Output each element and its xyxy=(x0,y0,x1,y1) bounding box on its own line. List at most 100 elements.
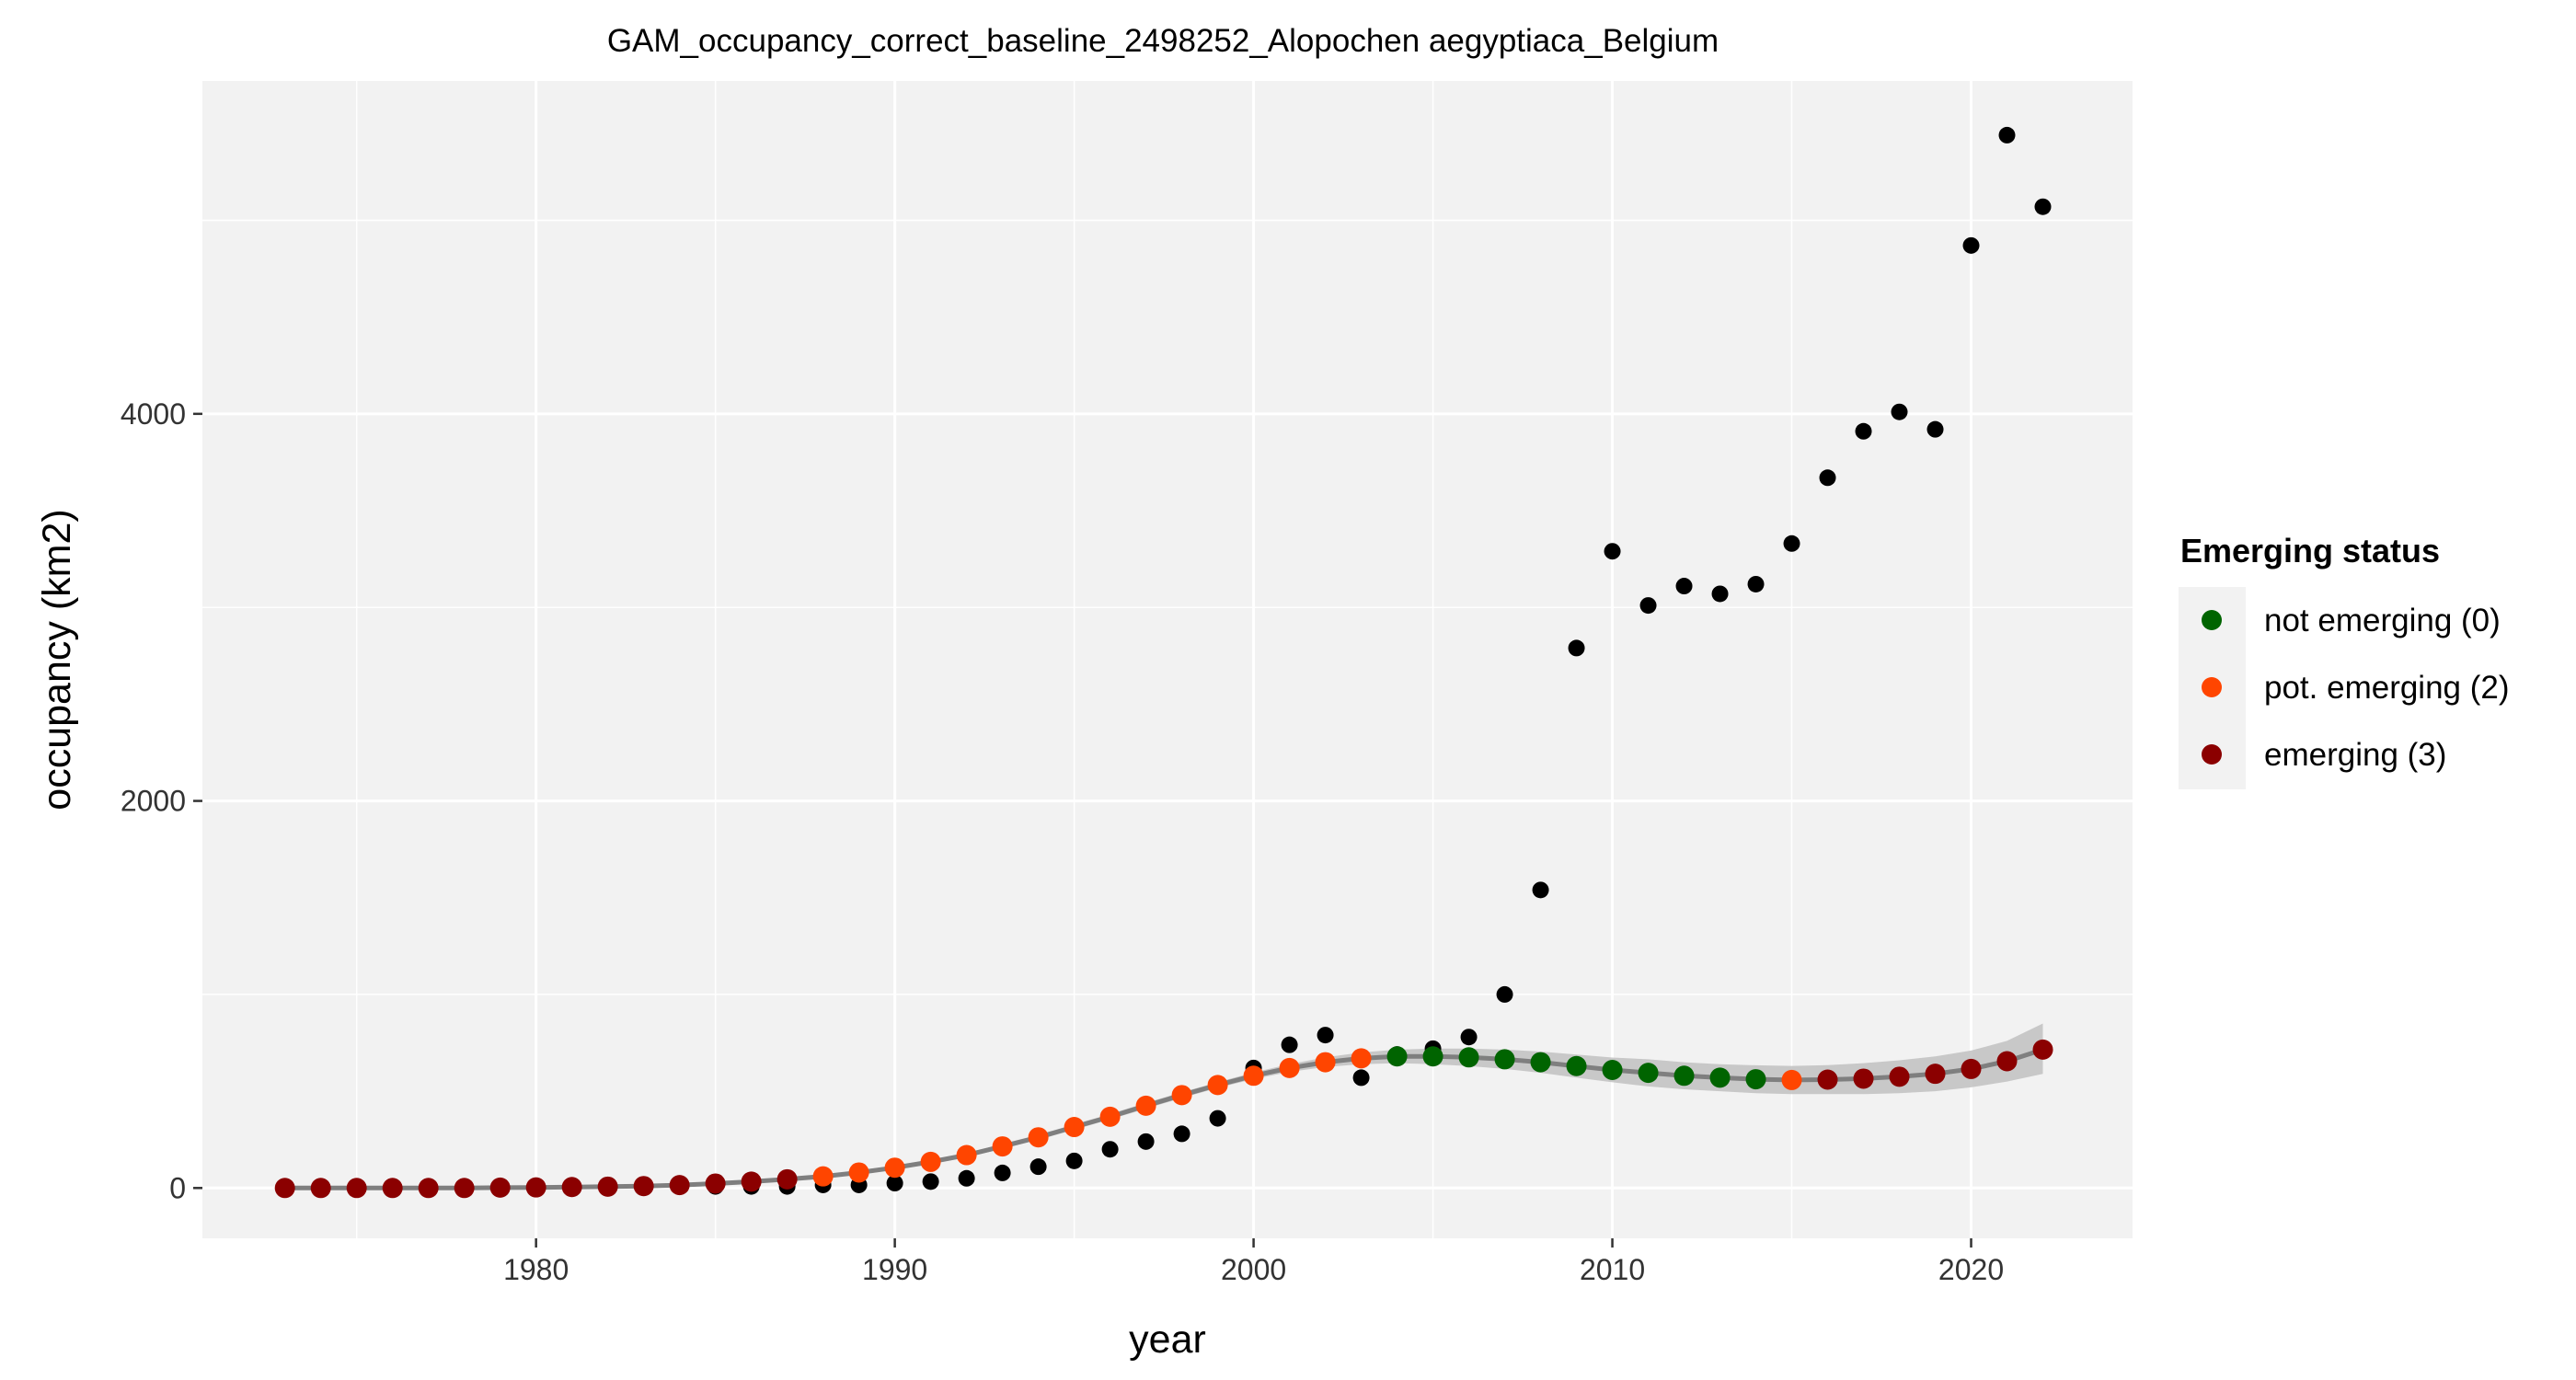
fitted-point xyxy=(561,1177,582,1198)
observed-point xyxy=(1962,236,1980,254)
y-axis-title: occupancy (km2) xyxy=(35,509,79,810)
fitted-point xyxy=(418,1178,439,1199)
fitted-point xyxy=(489,1177,511,1198)
fitted-point xyxy=(1781,1069,1802,1090)
fitted-point xyxy=(1673,1065,1695,1087)
fitted-point xyxy=(1315,1052,1336,1073)
legend-label: pot. emerging (2) xyxy=(2264,670,2510,706)
fitted-point xyxy=(1996,1051,2018,1072)
fitted-point xyxy=(454,1178,475,1199)
fitted-point xyxy=(1028,1127,1049,1148)
legend-key-dot xyxy=(2202,677,2222,697)
fitted-point xyxy=(669,1175,690,1196)
observed-point xyxy=(1317,1027,1334,1044)
legend-key-dot xyxy=(2202,744,2222,765)
observed-point xyxy=(1460,1029,1478,1046)
legend-key-dot xyxy=(2202,610,2222,630)
legend: Emerging status not emerging (0) pot. eme… xyxy=(2179,532,2510,789)
fit-ribbon xyxy=(284,1023,2043,1189)
fitted-point xyxy=(776,1168,798,1190)
observed-point xyxy=(1281,1036,1298,1053)
fitted-point xyxy=(1099,1106,1121,1127)
observed-point xyxy=(1891,403,1908,420)
fitted-point xyxy=(2032,1039,2053,1060)
fitted-point xyxy=(1243,1065,1264,1087)
fitted-point xyxy=(1207,1075,1228,1096)
fitted-point xyxy=(633,1176,654,1197)
observed-point xyxy=(1173,1125,1190,1143)
chart-title: GAM_occupancy_correct_baseline_2498252_A… xyxy=(607,23,1719,59)
observed-point xyxy=(958,1169,975,1187)
observed-point xyxy=(922,1173,939,1190)
observed-point xyxy=(1496,985,1513,1003)
observed-point xyxy=(1568,639,1585,657)
x-axis-title: year xyxy=(1129,1317,1206,1362)
observed-point xyxy=(1819,469,1836,487)
observed-point xyxy=(1675,578,1693,595)
x-tick-label: 1980 xyxy=(503,1253,569,1286)
fitted-point xyxy=(1745,1069,1766,1090)
fitted-point xyxy=(1458,1047,1479,1068)
y-tick-label: 0 xyxy=(169,1171,186,1204)
x-tick-label: 1990 xyxy=(862,1253,927,1286)
observed-point xyxy=(1137,1133,1155,1150)
observed-point xyxy=(1101,1141,1119,1158)
observed-point xyxy=(1352,1069,1370,1087)
plot-panel xyxy=(202,81,2133,1238)
fitted-point xyxy=(597,1176,618,1197)
fitted-point xyxy=(920,1151,941,1172)
observed-point xyxy=(1065,1152,1083,1169)
observed-point xyxy=(1029,1158,1047,1176)
observed-point xyxy=(1711,585,1729,603)
observed-point xyxy=(1926,420,1944,438)
fitted-point xyxy=(382,1178,403,1199)
fitted-point xyxy=(992,1136,1013,1157)
fitted-point xyxy=(1422,1046,1443,1067)
fitted-point xyxy=(1351,1048,1372,1069)
y-tick-label: 4000 xyxy=(121,397,186,431)
fitted-point xyxy=(741,1171,762,1192)
observed-point xyxy=(886,1175,903,1192)
fitted-point xyxy=(1494,1049,1515,1070)
legend-label: not emerging (0) xyxy=(2264,603,2501,638)
fitted-point xyxy=(1386,1046,1408,1067)
fitted-point xyxy=(1709,1067,1731,1088)
fitted-point xyxy=(848,1162,869,1183)
observed-point xyxy=(1604,543,1621,560)
fitted-point xyxy=(1602,1059,1623,1080)
fitted-point xyxy=(812,1166,834,1187)
fitted-point xyxy=(1638,1063,1659,1084)
fitted-point xyxy=(1925,1064,1946,1085)
observed-point xyxy=(1783,535,1800,552)
grid-major-x xyxy=(535,81,1973,1238)
y-tick-label: 2000 xyxy=(121,785,186,818)
fitted-point xyxy=(1171,1085,1192,1106)
x-axis: 1980 1990 2000 2010 2020 xyxy=(503,1238,2004,1286)
observed-point xyxy=(1855,422,1872,440)
fitted-points xyxy=(274,1039,2053,1199)
x-tick-label: 2000 xyxy=(1221,1253,1286,1286)
legend-title: Emerging status xyxy=(2180,532,2440,569)
observed-point xyxy=(1998,126,2016,144)
fitted-point xyxy=(1889,1066,1910,1087)
fitted-point xyxy=(1135,1095,1156,1116)
observed-point xyxy=(1532,881,1549,899)
fitted-point xyxy=(705,1173,726,1194)
fitted-point xyxy=(274,1178,295,1199)
fitted-point xyxy=(1566,1055,1587,1076)
fitted-point xyxy=(1064,1117,1085,1138)
fitted-point xyxy=(310,1178,331,1199)
grid-minor-y xyxy=(202,219,2133,995)
fitted-point xyxy=(346,1178,367,1199)
observed-point xyxy=(1639,597,1657,615)
y-axis: 0 2000 4000 xyxy=(121,397,202,1204)
observed-point xyxy=(1209,1110,1226,1127)
fitted-point xyxy=(1961,1058,1982,1079)
fitted-point xyxy=(956,1144,977,1166)
observed-point xyxy=(1747,575,1765,592)
observed-point xyxy=(2034,198,2052,215)
fitted-point xyxy=(1530,1052,1551,1073)
fitted-point xyxy=(1853,1068,1874,1089)
fitted-point xyxy=(1279,1057,1300,1078)
